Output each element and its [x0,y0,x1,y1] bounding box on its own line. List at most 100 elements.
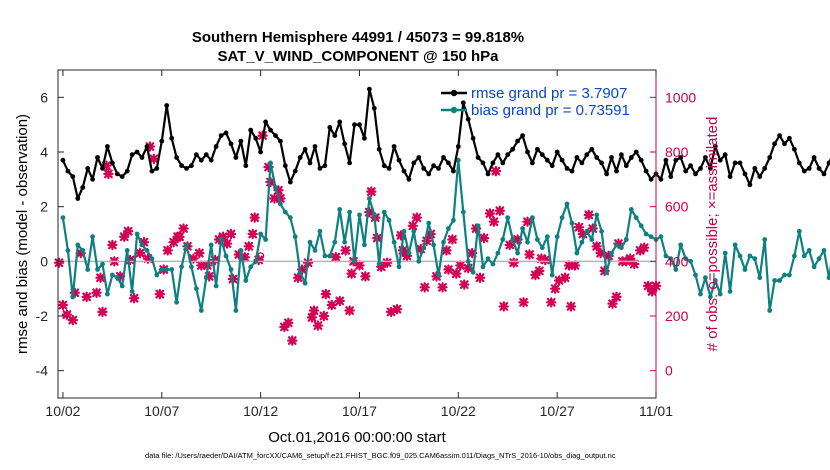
rmse-point [826,160,830,166]
bias-point [539,245,545,251]
obs-assimilated-marker [247,228,258,240]
obs-assimilated-marker [498,301,509,312]
obs-assimilated-x [401,250,413,262]
bias-point [396,264,402,270]
obs-assimilated-x [490,165,502,177]
chart-subtitle: SAT_V_WIND_COMPONENT @ 150 hPa [217,48,499,65]
rmse-point [762,166,768,171]
rmse-point [549,163,555,169]
rmse-point [124,168,130,174]
y-right-tick-label: 200 [665,308,689,324]
bias-point [263,237,268,242]
bias-point [95,267,100,272]
obs-assimilated-marker [204,271,215,282]
rmse-point [777,133,782,139]
obs-assimilated-marker [573,221,585,233]
obs-assimilated-marker [534,265,545,277]
obs-assimilated-marker [451,268,462,279]
obs-assimilated-x [395,230,407,241]
obs-assimilated-marker [401,250,413,262]
rmse-point [441,155,446,160]
bias-point [584,228,590,234]
bias-point [633,215,639,221]
rmse-point [228,141,234,147]
bias-point [480,264,486,270]
rmse-point [584,152,590,158]
rmse-point [564,166,570,171]
rmse-point [203,152,209,158]
obs-assimilated-x [296,264,308,275]
y-right-tick-label: 0 [665,363,673,379]
obs-assimilated-marker [395,230,407,241]
bias-point [510,237,516,242]
rmse-point [75,196,81,201]
y-axis-label-left: rmse and bias (model - observation) [14,114,31,354]
obs-assimilated-x [646,286,658,297]
rmse-point [816,166,822,171]
bias-point [322,253,328,259]
bias-point [164,267,170,272]
obs-assimilated-x [67,314,79,326]
obs-assimilated-marker [603,250,614,262]
obs-assimilated-x [508,257,519,268]
obs-assimilated-marker [441,245,452,256]
obs-assimilated-x [512,234,523,245]
obs-assimilated-x [466,247,478,259]
obs-assimilated-marker [124,254,136,266]
rmse-point [451,168,456,174]
obs-assimilated-x [462,262,474,274]
rmse-point [569,168,575,174]
bias-point [149,256,155,261]
bias-point [243,278,249,283]
y-right-tick-label: 400 [665,253,689,269]
obs-assimilated-x [559,272,571,283]
rmse-point [287,179,293,185]
bias-point [673,267,679,272]
x-tick-label: 11/01 [639,403,673,419]
obs-assimilated-marker [474,272,486,283]
bias-point [727,289,733,294]
rmse-point [732,160,738,166]
rmse-point [673,157,679,163]
rmse-point [737,160,743,166]
y-left-tick-label: 4 [40,144,48,160]
bias-point [179,264,185,270]
obs-assimilated-marker [148,153,160,165]
obs-assimilated-marker [583,209,594,221]
obs-assimilated-marker [443,264,454,275]
bias-point [782,272,787,278]
rmse-point [213,144,219,149]
rmse-point [352,122,357,128]
obs-assimilated-marker [607,298,618,309]
obs-assimilated-x [504,239,515,251]
obs-assimilated-x [81,291,92,303]
y-left-tick-label: 0 [40,253,48,269]
bias-point [401,228,407,234]
legend-bias-marker [450,106,458,114]
obs-assimilated-marker [455,260,466,271]
bias-point [194,286,199,292]
obs-assimilated-marker [447,234,458,245]
rmse-point [505,152,511,158]
bias-point [317,228,323,234]
obs-assimilated-marker [162,245,173,256]
x-tick-label: 10/12 [243,403,278,419]
rmse-point [248,127,254,133]
obs-assimilated-x [591,241,602,252]
bias-point [708,294,713,300]
obs-assimilated-marker [340,245,351,256]
rmse-point [796,160,802,166]
obs-assimilated-x [269,193,280,204]
rmse-point [159,138,165,144]
rmse-point [792,146,797,152]
obs-assimilated-marker [188,253,199,264]
rmse-point [134,149,140,155]
rmse-point [530,160,535,166]
bias-point [614,242,619,248]
rmse-point [223,130,229,136]
obs-assimilated-x [419,282,430,293]
rmse-point [189,163,194,169]
obs-assimilated-marker [138,237,150,248]
obs-assimilated-x [243,241,254,252]
obs-assimilated-x [642,280,654,292]
